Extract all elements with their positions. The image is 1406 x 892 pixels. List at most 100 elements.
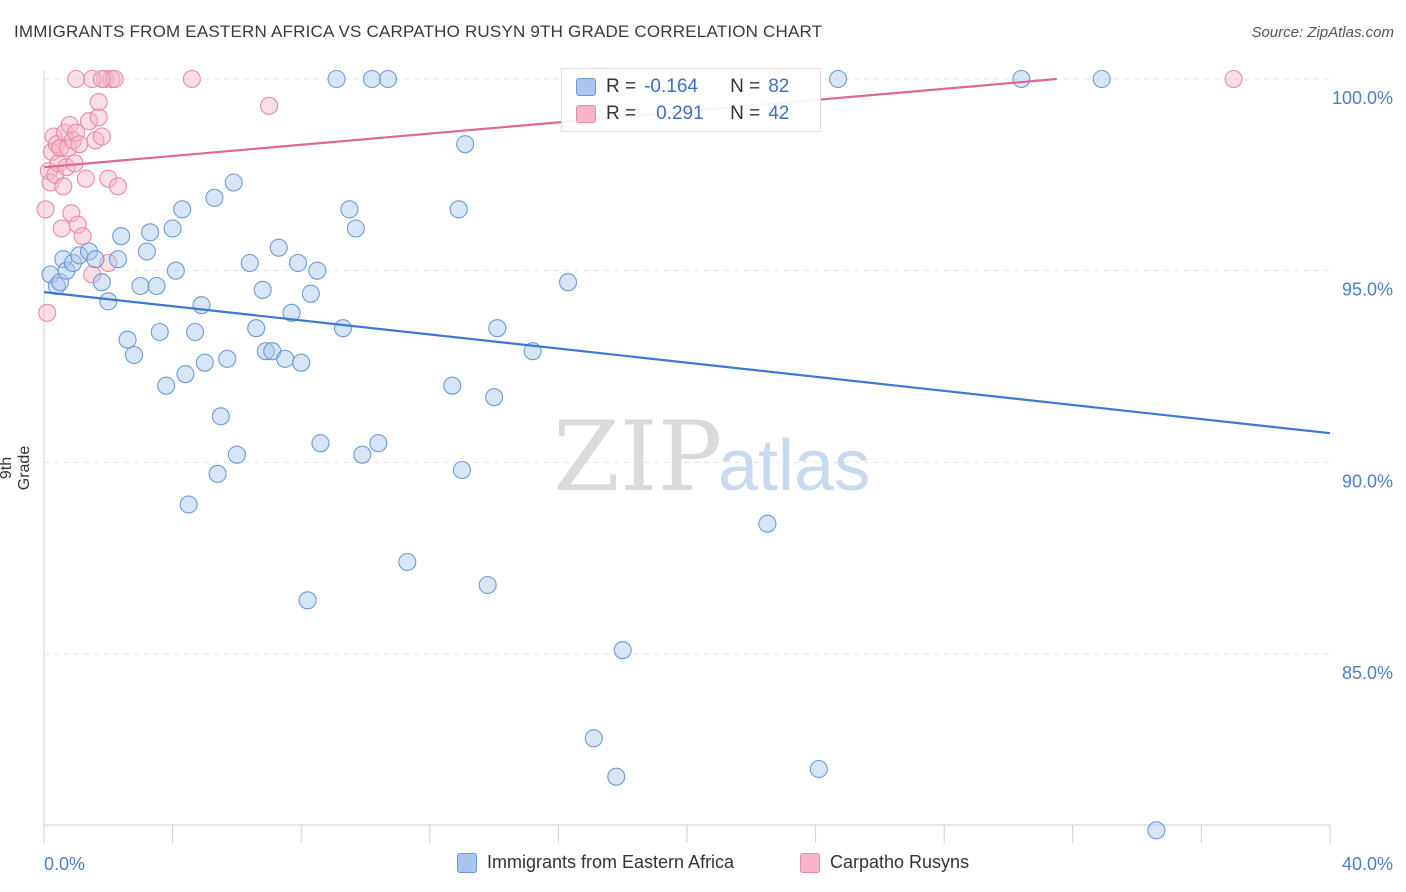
carpatho-rusyn-point-19	[67, 123, 86, 142]
eastern-africa-point-70	[613, 641, 632, 660]
eastern-africa-point-16	[137, 242, 156, 261]
legend-item-eastern-africa: Immigrants from Eastern Africa	[457, 852, 734, 873]
legend-swatch-blue	[576, 78, 596, 96]
carpatho-rusyn-point-37	[108, 177, 127, 196]
eastern-africa-point-18	[147, 276, 166, 296]
y-axis-label: 9th Grade	[0, 445, 33, 491]
eastern-africa-point-32	[227, 445, 246, 464]
eastern-africa-point-55	[369, 434, 388, 453]
carpatho-rusyn-point-28	[92, 127, 111, 146]
eastern-africa-point-21	[163, 219, 182, 238]
eastern-africa-point-25	[186, 322, 205, 342]
x-tick-label-0: 0.0%	[44, 854, 85, 874]
watermark-atlas: atlas	[718, 426, 870, 506]
eastern-africa-point-63	[485, 388, 504, 407]
eastern-africa-point-29	[211, 407, 230, 426]
n-label-blue: N =	[730, 76, 761, 97]
watermark-zip: ZIP	[553, 401, 722, 513]
eastern-africa-point-5	[63, 253, 82, 273]
legend-row-blue: R = -0.164 N = 82	[576, 75, 789, 99]
n-value-pink: 42	[768, 103, 790, 124]
legend-row-pink: R = 0.291 N = 42	[576, 102, 789, 126]
r-value-pink: 0.291	[656, 103, 704, 124]
eastern-africa-point-40	[269, 238, 288, 257]
eastern-africa-point-47	[311, 434, 330, 453]
series-legend: Immigrants from Eastern Africa Carpatho …	[0, 852, 1406, 878]
eastern-africa-point-37	[253, 280, 272, 299]
eastern-africa-point-28	[205, 188, 224, 207]
eastern-africa-point-15	[131, 276, 150, 296]
eastern-africa-point-61	[456, 135, 475, 154]
eastern-africa-point-71	[758, 514, 777, 533]
eastern-africa-point-38	[256, 342, 275, 361]
eastern-africa-point-69	[607, 767, 626, 786]
eastern-africa-point-44	[292, 353, 311, 372]
eastern-africa-point-10	[99, 292, 118, 311]
eastern-africa-point-49	[327, 69, 346, 89]
eastern-africa-point-51	[340, 200, 359, 219]
eastern-africa-point-60	[452, 460, 472, 480]
carpatho-rusyn-point-24	[79, 112, 99, 131]
n-value-blue: 82	[768, 76, 790, 97]
eastern-africa-point-64	[488, 319, 507, 338]
eastern-africa-point-20	[157, 376, 176, 395]
correlation-legend: R = -0.164 N = 82 R = 0.291 N = 42	[561, 68, 821, 132]
carpatho-rusyn-point-41	[1224, 69, 1243, 89]
eastern-africa-point-34	[179, 495, 198, 514]
eastern-africa-point-9	[92, 273, 111, 292]
carpatho-rusyn-point-30	[99, 169, 118, 188]
legend-swatch-pink	[576, 105, 596, 123]
y-tick-label-3: 85.0%	[1342, 663, 1393, 683]
eastern-africa-point-13	[118, 330, 137, 349]
legend-item-carpatho-rusyns: Carpatho Rusyns	[800, 852, 969, 873]
eastern-africa-trend-line	[43, 291, 1331, 435]
eastern-africa-point-31	[224, 173, 243, 192]
eastern-africa-point-22	[166, 261, 185, 280]
carpatho-rusyn-point-1	[38, 303, 57, 322]
carpatho-rusyn-trend-line	[43, 77, 1057, 169]
carpatho-rusyn-point-22	[73, 227, 92, 246]
eastern-africa-point-7	[79, 242, 99, 261]
eastern-africa-point-50	[333, 319, 353, 338]
eastern-africa-point-74	[829, 69, 848, 89]
eastern-africa-point-58	[443, 376, 462, 395]
eastern-africa-point-42	[282, 303, 301, 322]
eastern-africa-point-73	[809, 759, 828, 779]
carpatho-rusyn-point-39	[182, 69, 201, 89]
source-label: Source: ZipAtlas.com	[1251, 24, 1394, 41]
eastern-africa-point-27	[195, 353, 214, 372]
legend-swatch-carpatho-rusyns	[800, 852, 820, 873]
eastern-africa-points	[41, 69, 1166, 840]
x-tick-labels: 0.0% 40.0%	[44, 854, 1393, 874]
carpatho-rusyn-point-32	[105, 69, 124, 89]
eastern-africa-point-17	[141, 223, 160, 242]
eastern-africa-point-77	[1147, 821, 1166, 840]
carpatho-rusyn-point-0	[36, 200, 55, 219]
n-label-pink: N =	[730, 103, 761, 124]
eastern-africa-point-53	[353, 445, 372, 464]
legend-label-eastern-africa: Immigrants from Eastern Africa	[487, 852, 735, 872]
eastern-africa-point-41	[276, 349, 295, 368]
eastern-africa-point-57	[398, 552, 417, 572]
carpatho-rusyn-point-25	[83, 265, 102, 284]
carpatho-rusyn-point-11	[54, 177, 73, 196]
eastern-africa-point-75	[1012, 69, 1031, 89]
eastern-africa-point-66	[558, 273, 578, 292]
eastern-africa-point-11	[108, 250, 127, 269]
eastern-africa-point-62	[478, 575, 497, 595]
carpatho-rusyn-point-36	[89, 92, 108, 112]
carpatho-rusyn-point-21	[70, 135, 89, 154]
carpatho-rusyn-point-40	[259, 96, 279, 115]
eastern-africa-point-52	[346, 219, 365, 238]
legend-swatch-eastern-africa	[457, 852, 477, 873]
carpatho-rusyn-points	[36, 69, 1243, 322]
eastern-africa-point-19	[150, 322, 169, 342]
y-tick-label-0: 100.0%	[1332, 88, 1393, 108]
eastern-africa-point-12	[112, 227, 131, 246]
carpatho-rusyn-point-15	[60, 115, 79, 135]
r-label-pink: R =	[606, 103, 637, 124]
legend-label-carpatho-rusyns: Carpatho Rusyns	[830, 852, 970, 872]
eastern-africa-point-23	[173, 200, 192, 219]
carpatho-rusyn-point-34	[83, 69, 102, 89]
